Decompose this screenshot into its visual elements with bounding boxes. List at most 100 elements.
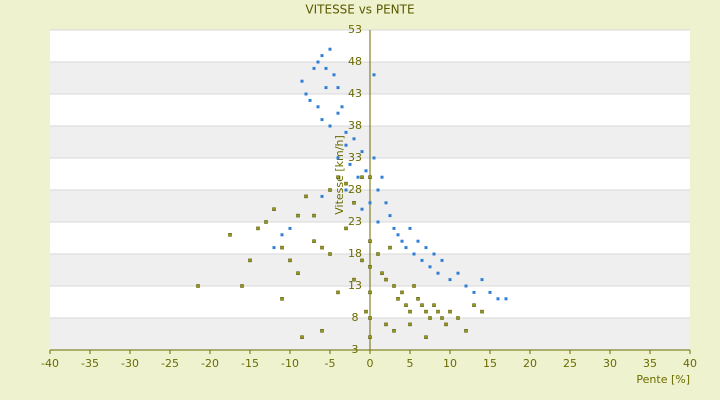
x-tick-label: 40 [683,357,697,370]
point [280,297,284,301]
point [344,143,348,147]
point [240,284,244,288]
point [264,220,268,224]
point [312,66,316,70]
y-tick-label: 43 [348,87,362,100]
point [328,47,332,51]
point [400,239,404,243]
point [380,175,384,179]
point [364,169,368,173]
point [360,207,364,211]
point [300,79,304,83]
point [384,322,388,327]
y-tick-label: 8 [352,311,359,324]
point [280,245,284,250]
point [436,309,440,314]
x-tick-label: -5 [325,357,336,370]
point [456,316,460,320]
point [388,245,392,250]
point [444,322,448,327]
x-tick-label: 15 [483,357,497,370]
x-tick-label: 30 [603,357,617,370]
point [308,98,312,102]
point [376,252,380,256]
point [420,258,424,262]
point [412,284,416,288]
x-tick-label: 0 [367,357,374,370]
point [396,297,400,301]
point [368,175,372,179]
point [296,213,300,218]
point [280,233,284,237]
point [368,335,372,339]
point [428,316,432,320]
point [472,303,476,307]
y-tick-label: 48 [348,55,362,68]
point [404,246,408,250]
point [316,105,320,109]
point [436,271,440,275]
point [368,290,372,295]
point [428,265,432,269]
point [320,245,324,250]
point [424,335,428,339]
point [424,246,428,250]
point [408,309,412,314]
point [424,309,428,314]
x-axis-label: Pente [%] [636,373,690,386]
point [504,297,508,301]
point [440,258,444,262]
point [288,226,292,230]
point [304,92,308,96]
point [348,162,352,166]
point [392,284,396,288]
y-tick-label: 23 [348,215,362,228]
point [480,309,484,314]
y-tick-label: 13 [348,279,362,292]
point [384,277,388,282]
point [344,130,348,134]
point [352,277,356,282]
point [408,322,412,327]
point [340,105,344,109]
x-tick-label: 10 [443,357,457,370]
x-tick-label: 35 [643,357,657,370]
point [328,252,332,256]
x-tick-label: -20 [201,357,219,370]
point [344,226,348,231]
point [392,226,396,230]
y-tick-label: 28 [348,183,362,196]
point [320,194,324,198]
point [360,175,364,179]
y-tick-label: 38 [348,119,362,132]
x-tick-label: -35 [81,357,99,370]
point [372,73,376,77]
y-tick-label: 3 [352,343,359,356]
point [420,303,424,307]
point [196,284,200,288]
x-tick-label: -30 [121,357,139,370]
point [388,214,392,218]
point [360,150,364,154]
point [296,271,300,275]
x-tick-label: -40 [41,357,59,370]
point [380,271,384,275]
point [404,303,408,307]
point [320,329,324,333]
point [272,246,276,250]
point [412,252,416,256]
x-tick-label: -25 [161,357,179,370]
point [376,220,380,224]
x-tick-label: 25 [563,357,577,370]
point [352,137,356,141]
point [336,290,340,295]
point [324,86,328,90]
point [336,86,340,90]
point [392,329,396,333]
chart-title: VITESSE vs PENTE [305,3,414,17]
point [456,271,460,275]
point [368,201,372,205]
point [316,60,320,64]
point [300,335,304,339]
